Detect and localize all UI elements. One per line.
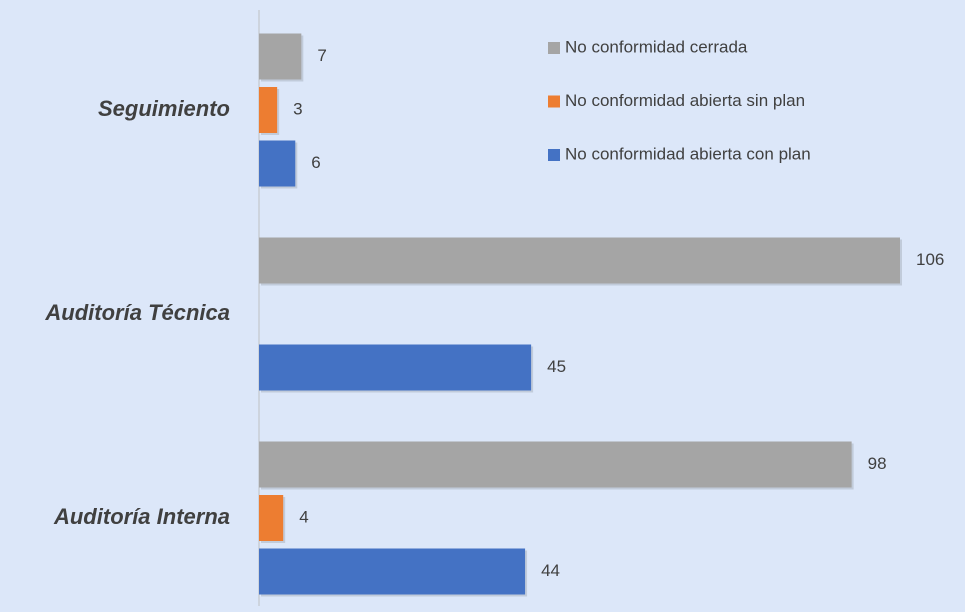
data-label: 98	[868, 454, 887, 473]
bar	[259, 495, 284, 541]
data-label: 7	[317, 46, 326, 65]
legend-swatch	[548, 95, 560, 108]
legend-swatch	[548, 42, 560, 54]
legend-label: No conformidad cerrada	[565, 37, 748, 56]
category-label: Seguimiento	[98, 96, 230, 121]
bar	[259, 237, 900, 284]
bar	[259, 33, 302, 80]
bar	[259, 548, 526, 595]
data-label: 4	[299, 507, 308, 526]
bar	[259, 140, 296, 187]
legend-label: No conformidad abierta sin plan	[565, 91, 805, 110]
data-label: 44	[541, 561, 560, 580]
data-label: 6	[311, 153, 320, 172]
bar	[259, 441, 852, 488]
data-label: 45	[547, 357, 566, 376]
data-label: 106	[916, 250, 944, 269]
category-label: Auditoría Interna	[53, 504, 230, 529]
bar	[259, 344, 532, 391]
legend-swatch	[548, 149, 560, 161]
category-label: Auditoría Técnica	[44, 300, 230, 325]
data-label: 3	[293, 99, 302, 118]
bar	[259, 87, 278, 133]
legend-label: No conformidad abierta con plan	[565, 144, 811, 163]
